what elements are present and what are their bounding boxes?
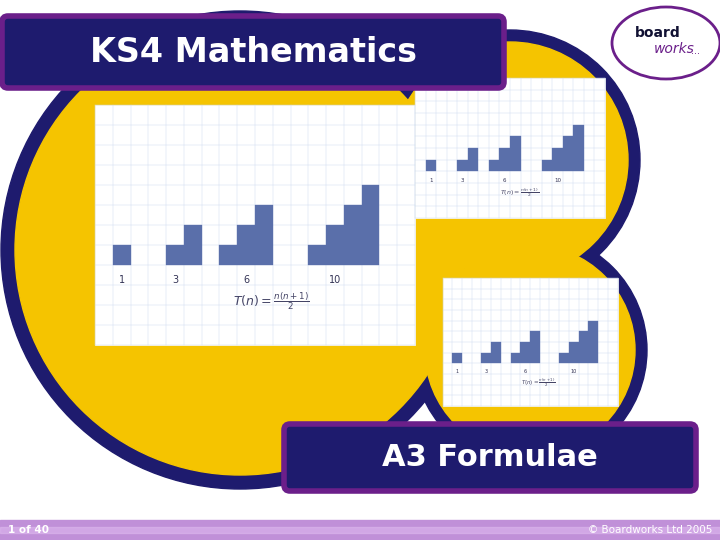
Bar [563, 160, 573, 171]
Bar [344, 225, 361, 245]
Circle shape [392, 42, 628, 278]
Bar [468, 160, 478, 171]
Bar [588, 342, 598, 353]
Bar [415, 78, 605, 218]
Bar [569, 342, 579, 353]
Text: board: board [635, 26, 681, 40]
Circle shape [413, 233, 647, 467]
Text: $T(n) = \frac{n(n+1)}{2}$: $T(n) = \frac{n(n+1)}{2}$ [233, 290, 310, 312]
Bar [552, 148, 563, 160]
Bar [588, 353, 598, 363]
Bar [468, 148, 478, 160]
Ellipse shape [612, 7, 720, 79]
Bar [0, 527, 720, 533]
Circle shape [15, 25, 465, 475]
Bar [588, 332, 598, 342]
Bar [521, 353, 530, 363]
Bar [255, 205, 273, 225]
Bar [361, 205, 379, 225]
Bar [500, 160, 510, 171]
Bar [184, 245, 202, 265]
Bar [510, 136, 521, 148]
Bar [521, 342, 530, 353]
Bar [326, 225, 344, 245]
Bar [530, 332, 540, 342]
Bar [426, 160, 436, 171]
Bar [579, 332, 588, 342]
Text: 3: 3 [172, 275, 178, 285]
Bar [482, 353, 491, 363]
Text: 1: 1 [119, 275, 125, 285]
Bar [552, 160, 563, 171]
Bar [113, 245, 130, 265]
Bar [452, 353, 462, 363]
Bar [563, 136, 573, 148]
Text: 1: 1 [429, 178, 433, 183]
Bar [0, 520, 720, 540]
Bar [510, 148, 521, 160]
Text: $T(n) = \frac{n(n+1)}{2}$: $T(n) = \frac{n(n+1)}{2}$ [500, 186, 539, 199]
Bar [491, 353, 501, 363]
Bar [237, 225, 255, 245]
Bar [573, 125, 584, 136]
Bar [510, 160, 521, 171]
Text: ...: ... [691, 46, 701, 56]
Bar [361, 185, 379, 205]
Bar [443, 278, 618, 406]
Bar [573, 160, 584, 171]
Bar [166, 245, 184, 265]
Bar [573, 148, 584, 160]
Text: © Boardworks Ltd 2005: © Boardworks Ltd 2005 [588, 525, 712, 535]
Bar [569, 353, 579, 363]
Text: 6: 6 [243, 275, 249, 285]
Text: 10: 10 [571, 369, 577, 374]
Text: A3 Formulae: A3 Formulae [382, 443, 598, 472]
Bar [308, 245, 326, 265]
Bar [457, 160, 468, 171]
FancyBboxPatch shape [2, 16, 504, 88]
Bar [95, 105, 415, 345]
Bar [361, 245, 379, 265]
Bar [255, 245, 273, 265]
Bar [530, 353, 540, 363]
Bar [489, 160, 500, 171]
Bar [588, 321, 598, 332]
Text: works: works [654, 42, 694, 56]
Bar [541, 160, 552, 171]
Text: 10: 10 [329, 275, 341, 285]
FancyBboxPatch shape [284, 424, 696, 491]
Bar [255, 225, 273, 245]
Text: $T(n) = \frac{n(n+1)}{2}$: $T(n) = \frac{n(n+1)}{2}$ [521, 376, 557, 389]
Bar [510, 353, 521, 363]
Text: 6: 6 [523, 369, 527, 374]
Text: 1: 1 [456, 369, 459, 374]
Bar [344, 245, 361, 265]
Bar [220, 245, 237, 265]
Bar [500, 148, 510, 160]
Bar [559, 353, 569, 363]
Text: 10: 10 [554, 178, 561, 183]
Text: KS4 Mathematics: KS4 Mathematics [89, 36, 416, 69]
Bar [184, 225, 202, 245]
Bar [344, 205, 361, 225]
Bar [491, 342, 501, 353]
Bar [361, 225, 379, 245]
Bar [530, 342, 540, 353]
Text: 3: 3 [461, 178, 464, 183]
Text: 3: 3 [485, 369, 488, 374]
Bar [573, 136, 584, 148]
Text: 6: 6 [503, 178, 506, 183]
Circle shape [1, 11, 479, 489]
Circle shape [425, 245, 635, 455]
Bar [563, 148, 573, 160]
Bar [326, 245, 344, 265]
Bar [579, 342, 588, 353]
Bar [579, 353, 588, 363]
Bar [237, 245, 255, 265]
Circle shape [380, 30, 640, 290]
Text: 1 of 40: 1 of 40 [8, 525, 49, 535]
